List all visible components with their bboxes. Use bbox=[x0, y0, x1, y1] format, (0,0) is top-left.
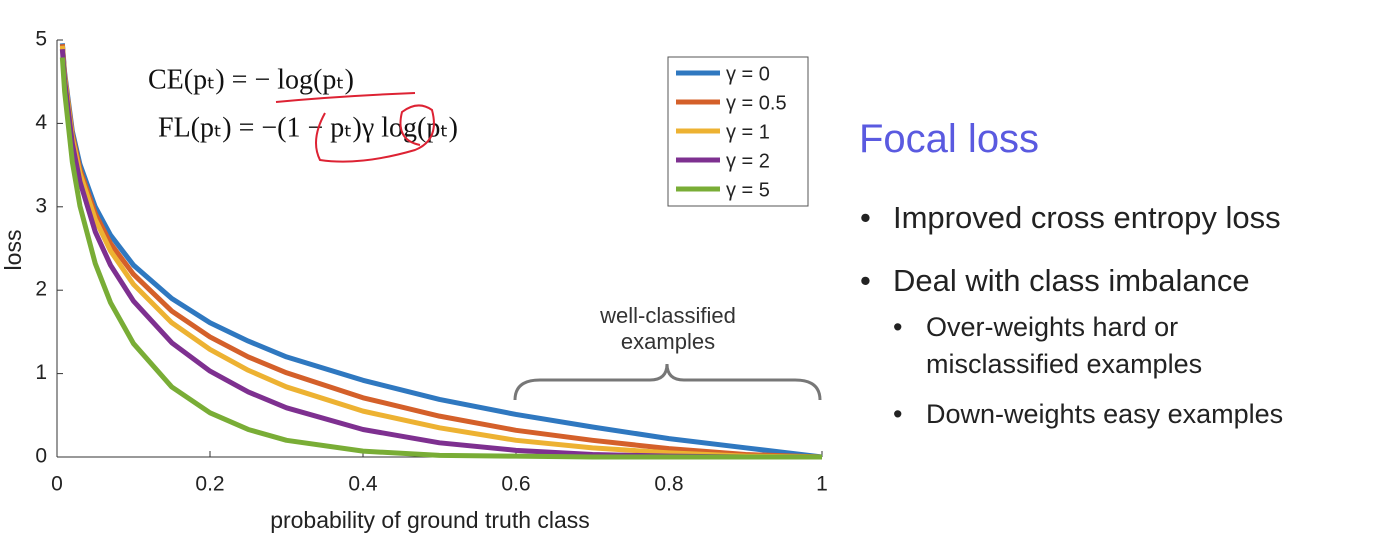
sub-bullet-text: Down-weights easy examples bbox=[926, 399, 1284, 429]
legend-label: γ = 5 bbox=[726, 179, 770, 201]
legend-label: γ = 0.5 bbox=[726, 92, 787, 114]
chart: CE(pₜ) = − log(pₜ) FL(pₜ) = −(1 − pₜ)γ l… bbox=[0, 28, 828, 534]
sub-bullet-text: Over-weights hard or misclassified examp… bbox=[926, 312, 1203, 379]
y-tick-label: 0 bbox=[35, 445, 47, 468]
bullet: • Deal with class imbalance bbox=[860, 263, 1250, 298]
y-tick-label: 1 bbox=[35, 361, 47, 384]
annotation: examples bbox=[621, 329, 715, 354]
annotation: well-classified bbox=[599, 303, 736, 328]
handwriting bbox=[315, 104, 435, 163]
brace bbox=[513, 363, 822, 401]
series-line bbox=[59, 57, 822, 460]
x-tick-label: 0.4 bbox=[348, 473, 378, 496]
sub-bullet: • Down-weights easy examples bbox=[893, 396, 1293, 433]
slide-title: Focal loss bbox=[859, 117, 1040, 161]
equation: CE(pₜ) = − log(pₜ) bbox=[148, 64, 354, 95]
sub-bullet: • Over-weights hard or misclassified exam… bbox=[893, 309, 1293, 383]
y-tick-label: 5 bbox=[35, 28, 47, 51]
y-tick-label: 2 bbox=[35, 278, 47, 301]
legend-label: γ = 0 bbox=[726, 63, 770, 85]
bullet: • Improved cross entropy loss bbox=[860, 200, 1281, 235]
x-tick-label: 1 bbox=[816, 473, 828, 496]
y-axis-label: loss bbox=[0, 230, 26, 271]
bullet-text: Improved cross entropy loss bbox=[893, 200, 1281, 235]
bullet-text: Deal with class imbalance bbox=[893, 263, 1250, 298]
y-tick-label: 4 bbox=[35, 111, 47, 134]
x-tick-label: 0.2 bbox=[195, 473, 224, 496]
x-tick-label: 0 bbox=[51, 473, 63, 496]
legend-label: γ = 1 bbox=[726, 121, 770, 143]
handwriting bbox=[275, 92, 416, 103]
x-axis-label: probability of ground truth class bbox=[270, 507, 590, 533]
legend-label: γ = 2 bbox=[726, 150, 770, 172]
equation: FL(pₜ) = −(1 − pₜ)γ log(pₜ) bbox=[158, 112, 458, 143]
y-tick-label: 3 bbox=[35, 194, 47, 217]
x-tick-label: 0.6 bbox=[501, 473, 530, 496]
x-tick-label: 0.8 bbox=[654, 473, 683, 496]
